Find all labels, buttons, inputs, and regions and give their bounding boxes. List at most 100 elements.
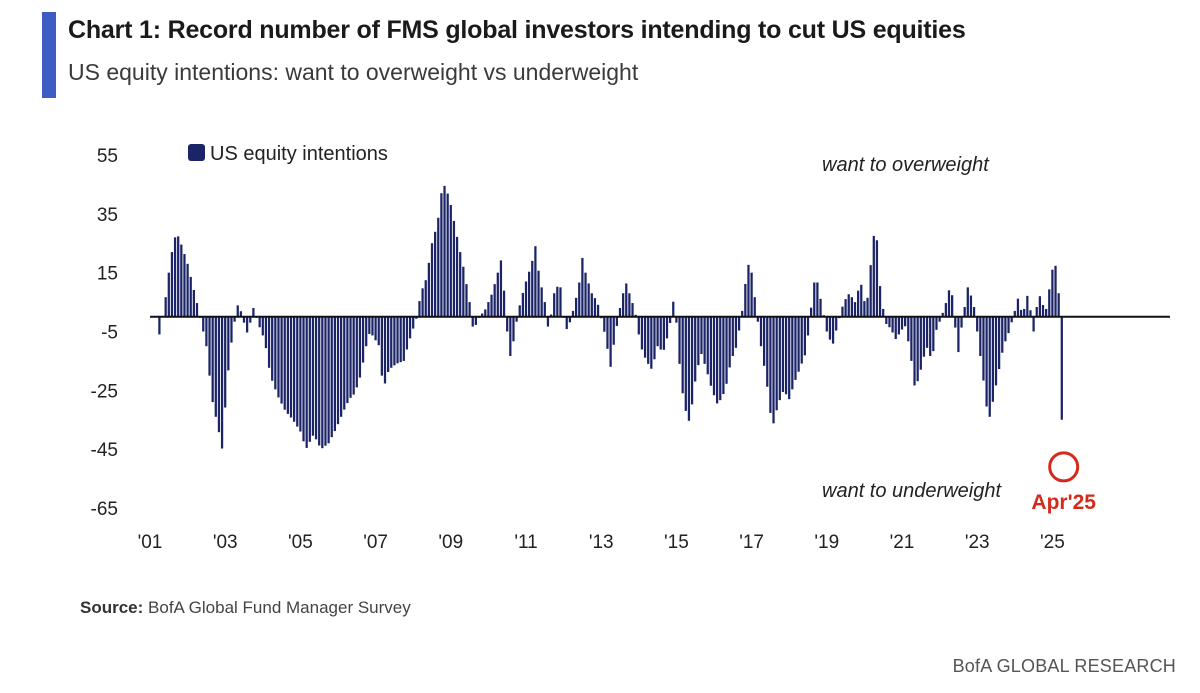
bar (687, 316, 691, 421)
bar (631, 303, 634, 317)
title-accent-bar (42, 12, 56, 98)
bar (512, 316, 515, 342)
bar (556, 286, 559, 317)
bar (907, 316, 910, 342)
bar (1060, 316, 1063, 420)
bar (521, 292, 524, 317)
bar (719, 316, 722, 401)
bar (1051, 269, 1054, 317)
bar (399, 316, 402, 363)
bar (734, 316, 738, 348)
y-tick-label: -25 (91, 381, 118, 402)
bar (656, 316, 659, 347)
y-tick-label: 55 (97, 146, 118, 167)
bar (383, 316, 387, 384)
bar (1048, 289, 1051, 317)
source-label: Source: (80, 598, 144, 617)
bar (528, 271, 531, 317)
bar (697, 316, 700, 366)
bar (1057, 293, 1060, 317)
bar (982, 316, 985, 381)
bar (343, 316, 346, 410)
bar (578, 282, 581, 317)
bar (180, 244, 183, 317)
bar (289, 316, 293, 418)
bar (465, 284, 468, 317)
bar (960, 316, 963, 328)
y-tick-label: 35 (97, 205, 118, 226)
bar (267, 316, 271, 368)
bar (941, 312, 944, 317)
bar (947, 290, 951, 317)
bar (452, 220, 456, 317)
bar (797, 316, 800, 372)
bar (998, 316, 1001, 370)
bar (925, 316, 929, 348)
bar (189, 276, 192, 317)
bar (650, 316, 653, 369)
bar (355, 316, 358, 388)
bar (430, 243, 434, 317)
bar (985, 316, 988, 407)
bar (249, 316, 252, 323)
bar (756, 316, 759, 322)
bar (346, 316, 349, 404)
bar (863, 301, 866, 317)
bar (866, 297, 869, 317)
bar (922, 316, 926, 357)
bar (806, 316, 810, 336)
bar (672, 301, 675, 317)
bar (220, 316, 224, 449)
x-tick-label: '03 (213, 532, 238, 553)
bar (763, 316, 766, 366)
bar (885, 316, 888, 324)
bar (750, 272, 753, 317)
bar (659, 316, 662, 350)
bar (825, 316, 828, 332)
bar (1001, 316, 1004, 353)
bar (969, 295, 973, 317)
bar (239, 311, 242, 317)
bar (784, 316, 788, 395)
bar (462, 266, 465, 317)
bar (581, 257, 584, 317)
bar (900, 316, 904, 330)
bar (349, 316, 352, 398)
bar (318, 316, 321, 446)
bar (506, 316, 509, 332)
bar (1004, 316, 1007, 342)
bar (957, 316, 960, 353)
bar (1010, 316, 1013, 323)
bar (368, 316, 371, 334)
bar (1023, 308, 1026, 317)
bar (459, 252, 462, 317)
bar (1007, 316, 1010, 334)
bar (1054, 265, 1057, 317)
bar (167, 272, 170, 317)
bar (336, 316, 340, 425)
bar (258, 316, 261, 328)
bar (888, 316, 891, 328)
bar (236, 305, 239, 317)
bar (618, 307, 622, 317)
bar (684, 316, 687, 411)
bar (593, 298, 597, 317)
bar (1032, 316, 1035, 332)
bar (609, 316, 612, 367)
bar (1045, 308, 1048, 317)
bar (208, 316, 211, 376)
bar (449, 205, 452, 317)
bar (252, 307, 255, 317)
bar (518, 305, 521, 317)
bar (296, 316, 299, 427)
bar (1041, 305, 1045, 317)
bar (703, 316, 706, 364)
bar (553, 293, 556, 317)
bar (878, 286, 882, 317)
bar (371, 316, 374, 336)
bar (894, 316, 897, 340)
bar (227, 316, 230, 371)
bar (938, 316, 941, 322)
bar (192, 289, 195, 317)
bar (277, 316, 280, 398)
